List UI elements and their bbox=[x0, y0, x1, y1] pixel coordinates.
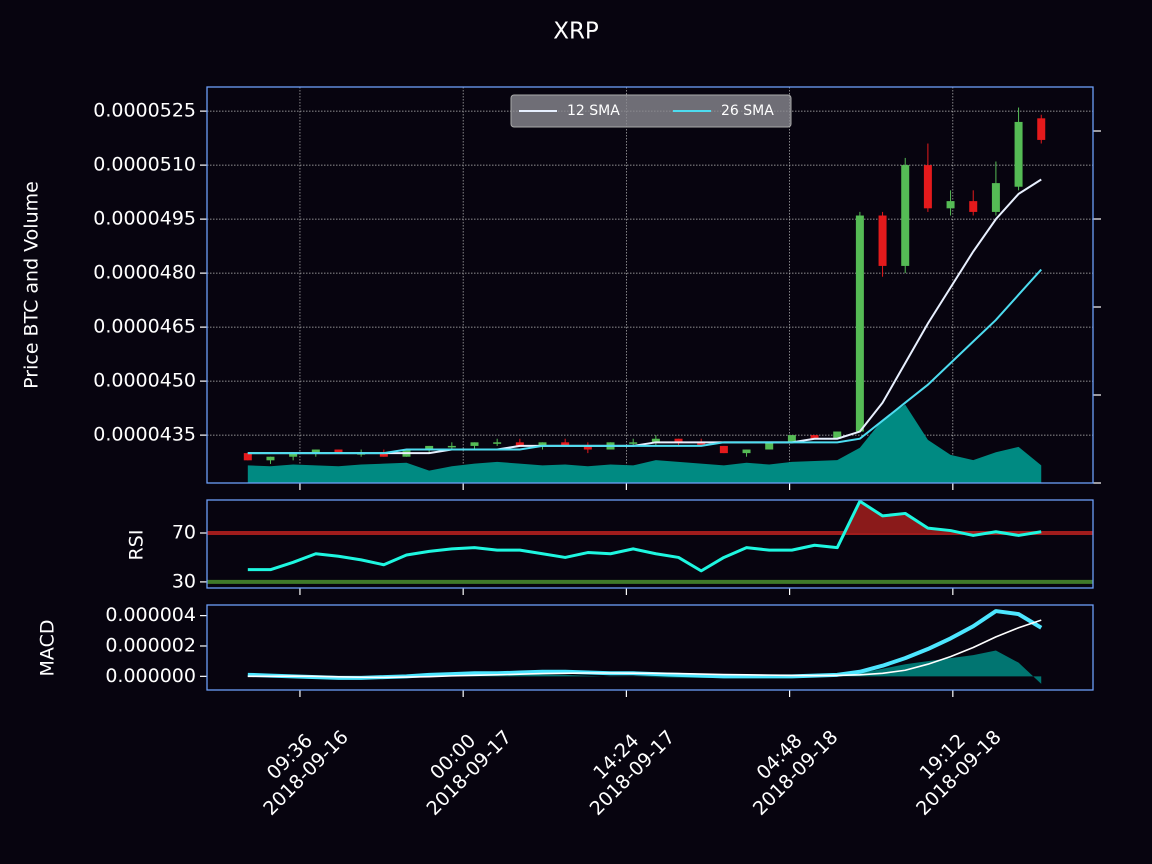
candle-body bbox=[311, 449, 320, 454]
candle-body bbox=[493, 442, 502, 444]
line bbox=[247, 499, 1042, 573]
candle-body bbox=[810, 435, 819, 439]
candle-body bbox=[379, 453, 388, 457]
candle-body bbox=[833, 431, 842, 439]
candle-body bbox=[266, 456, 275, 461]
candle-body bbox=[923, 165, 932, 209]
y-axis-label: RSI bbox=[126, 530, 148, 561]
candle-body bbox=[765, 442, 774, 450]
candle-body bbox=[1014, 121, 1023, 187]
y-tick-label: 0.0000480 bbox=[93, 262, 196, 284]
line bbox=[247, 619, 1042, 679]
y-tick-label: 0.0000495 bbox=[93, 208, 196, 230]
candle-body bbox=[742, 449, 751, 454]
y-tick-label: 70 bbox=[172, 522, 196, 544]
candle-body bbox=[425, 445, 434, 450]
y-tick-label: 0.0000510 bbox=[93, 154, 196, 176]
legend-label: 12 SMA bbox=[567, 103, 620, 119]
candle-body bbox=[470, 442, 479, 446]
y-tick-label: 0.000002 bbox=[105, 634, 196, 656]
candle-body bbox=[515, 442, 524, 446]
y-tick-label: 0.000000 bbox=[105, 665, 196, 687]
candle-body bbox=[946, 201, 955, 209]
y-tick-label: 0.0000465 bbox=[93, 316, 196, 338]
candle-body bbox=[969, 201, 978, 212]
legend-label: 26 SMA bbox=[721, 103, 774, 119]
candle-body bbox=[538, 442, 547, 446]
legend-box bbox=[510, 94, 792, 128]
y-tick-label: 0.0000435 bbox=[93, 424, 196, 446]
candle-body bbox=[651, 438, 660, 443]
candle-body bbox=[243, 453, 252, 461]
candle-body bbox=[901, 165, 910, 266]
candle-body bbox=[447, 445, 456, 448]
y-axis-label: MACD bbox=[37, 620, 59, 677]
y-tick-label: 0.0000525 bbox=[93, 100, 196, 122]
candle-body bbox=[561, 442, 570, 446]
panel-frame bbox=[206, 86, 1094, 484]
candle-body bbox=[289, 453, 298, 457]
sma-line bbox=[247, 268, 1042, 455]
candle-body bbox=[787, 435, 796, 443]
candle-body bbox=[629, 442, 638, 444]
candle-body bbox=[855, 215, 864, 432]
volume-area bbox=[247, 404, 1042, 483]
candle-body bbox=[697, 442, 706, 446]
panel-frame bbox=[206, 604, 1094, 691]
candle-body bbox=[878, 215, 887, 266]
candle-body bbox=[674, 438, 683, 443]
candle-body bbox=[1037, 118, 1046, 140]
chart-title: XRP bbox=[553, 19, 599, 45]
candle-body bbox=[719, 445, 728, 454]
y-tick-label: 0.000004 bbox=[105, 604, 196, 626]
panel-frame bbox=[206, 499, 1094, 589]
y-axis-label: Price BTC and Volume bbox=[21, 181, 43, 389]
candle-body bbox=[991, 183, 1000, 212]
y-tick-label: 30 bbox=[172, 570, 196, 592]
y-tick-label: 0.0000450 bbox=[93, 370, 196, 392]
candle-body bbox=[334, 449, 343, 454]
candle-body bbox=[583, 445, 592, 450]
